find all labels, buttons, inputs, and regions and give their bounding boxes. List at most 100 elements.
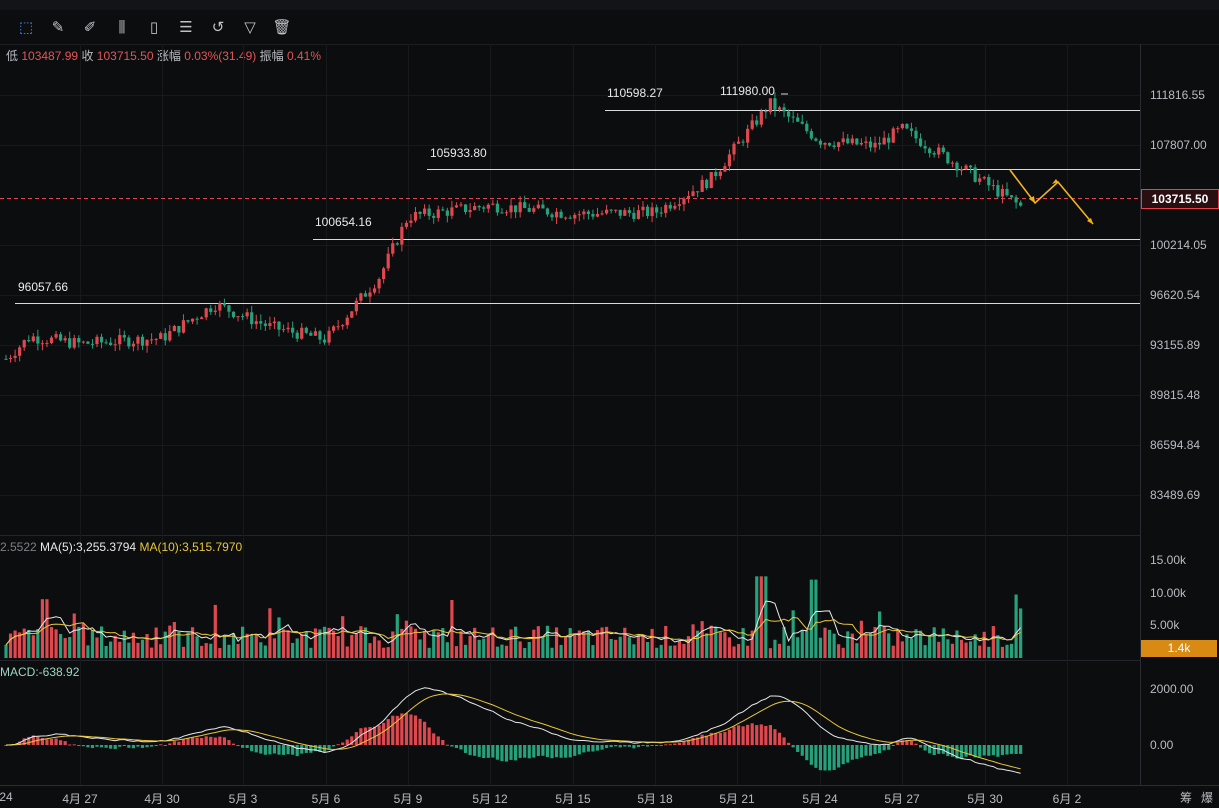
macd-histogram-bar [382,722,386,745]
macd-histogram-bar [987,745,991,756]
macd-histogram-bar [805,745,809,761]
macd-histogram-bar [118,745,122,747]
volume-bar [450,600,454,658]
volume-bar [49,627,54,658]
candle-body [1014,197,1018,203]
candle-body [236,316,240,318]
macd-histogram-bar [896,742,900,745]
macd-histogram-bar [309,745,313,753]
candle-body [577,214,581,216]
pencil-icon[interactable]: ✎ [51,19,65,36]
macd-histogram-bar [868,745,873,756]
filter-icon[interactable]: ▽ [244,19,256,36]
macd-histogram-bar [641,745,645,746]
candle-body [855,138,859,145]
candle-body [495,203,499,213]
volume-bar [368,643,372,658]
candle-body [504,212,509,214]
volume-bar [18,632,22,658]
x-tick: 5月 9 [393,792,423,806]
macd-histogram-bar [168,743,172,745]
volume-bar [241,626,245,658]
volume-bar [827,629,832,658]
ruler-icon[interactable]: ▯ [149,19,159,36]
macd-histogram-bar [887,745,891,750]
candle-body [218,303,222,311]
macd-histogram-bar [746,724,750,745]
macd-histogram-bar [27,736,31,745]
macd-histogram-bar [81,745,85,747]
volume-bar [723,632,727,658]
macd-histogram-bar [545,745,550,757]
close-label: 收 [81,49,94,63]
trash-icon[interactable]: 🗑 [272,19,292,36]
candle-body [536,204,540,209]
macd-histogram-bar [418,718,422,745]
candle-body [322,339,327,343]
macd-histogram-bar [109,745,113,749]
volume-bar [677,641,681,658]
volume-bar [664,625,668,658]
candle-body [281,329,286,331]
macd-histogram-bar [514,745,518,761]
volume-bar [787,645,791,658]
volume-bar [482,638,486,658]
macd-histogram-bar [878,745,882,754]
volume-bar [45,599,49,658]
macd-histogram-bar [486,745,490,758]
volume-bar [418,639,422,658]
candle-body [750,120,754,129]
candle-body [272,321,277,324]
candle-body [127,337,131,347]
brush-icon[interactable]: ✐ [83,19,97,36]
candle-body [732,143,736,155]
macd-histogram-bar [541,745,545,756]
volume-bar [564,636,568,658]
candle-body [591,214,595,217]
volume-bar [750,630,754,658]
candle-body [454,205,459,208]
candle-body [313,331,317,336]
level-label-110598: 110598.27 [607,86,663,100]
macd-histogram-bar [327,745,331,750]
footer-chip-a[interactable]: 筹 [1180,791,1193,805]
macd-histogram-bar [423,721,427,745]
macd-histogram-bar [882,745,886,751]
volume-bar [140,639,145,658]
volume-bar [350,634,354,658]
macd-histogram-bar [463,745,468,753]
price-tick: 83489.69 [1150,488,1201,502]
macd-histogram-bar [573,745,577,756]
volume-bar [873,627,877,658]
magnet-icon[interactable]: ↺ [211,19,225,36]
macd-histogram-bar [336,744,340,746]
note-icon[interactable]: ☰ [179,19,193,36]
volume-bar [627,637,631,658]
candles-icon[interactable]: ⫼ [118,18,126,36]
footer-chip-b[interactable]: 爆 [1201,791,1214,805]
macd-histogram-bar [928,745,932,754]
candle-body [1000,188,1005,197]
candle-body [805,123,809,132]
x-tick: 5月 18 [637,792,673,806]
cursor-icon[interactable]: ⬚ [18,19,34,36]
candle-body [718,171,722,177]
volume-bar [63,638,67,658]
macd-histogram-bar [964,745,968,757]
volume-bar [550,647,554,658]
volume-bar [682,643,686,658]
x-tick: 5月 6 [311,792,341,806]
candle-body [559,211,563,218]
candle-body [277,321,281,330]
candle-body [768,98,772,113]
candle-body [868,141,873,148]
candle-body [354,300,358,312]
volume-bar [878,611,882,658]
candle-body [259,321,263,324]
macd-histogram-bar [632,745,636,749]
macd-histogram-bar [359,728,363,745]
candle-body [104,342,108,344]
forecast-arrow-head [1052,179,1058,184]
x-tick: 5月 30 [967,792,1003,806]
